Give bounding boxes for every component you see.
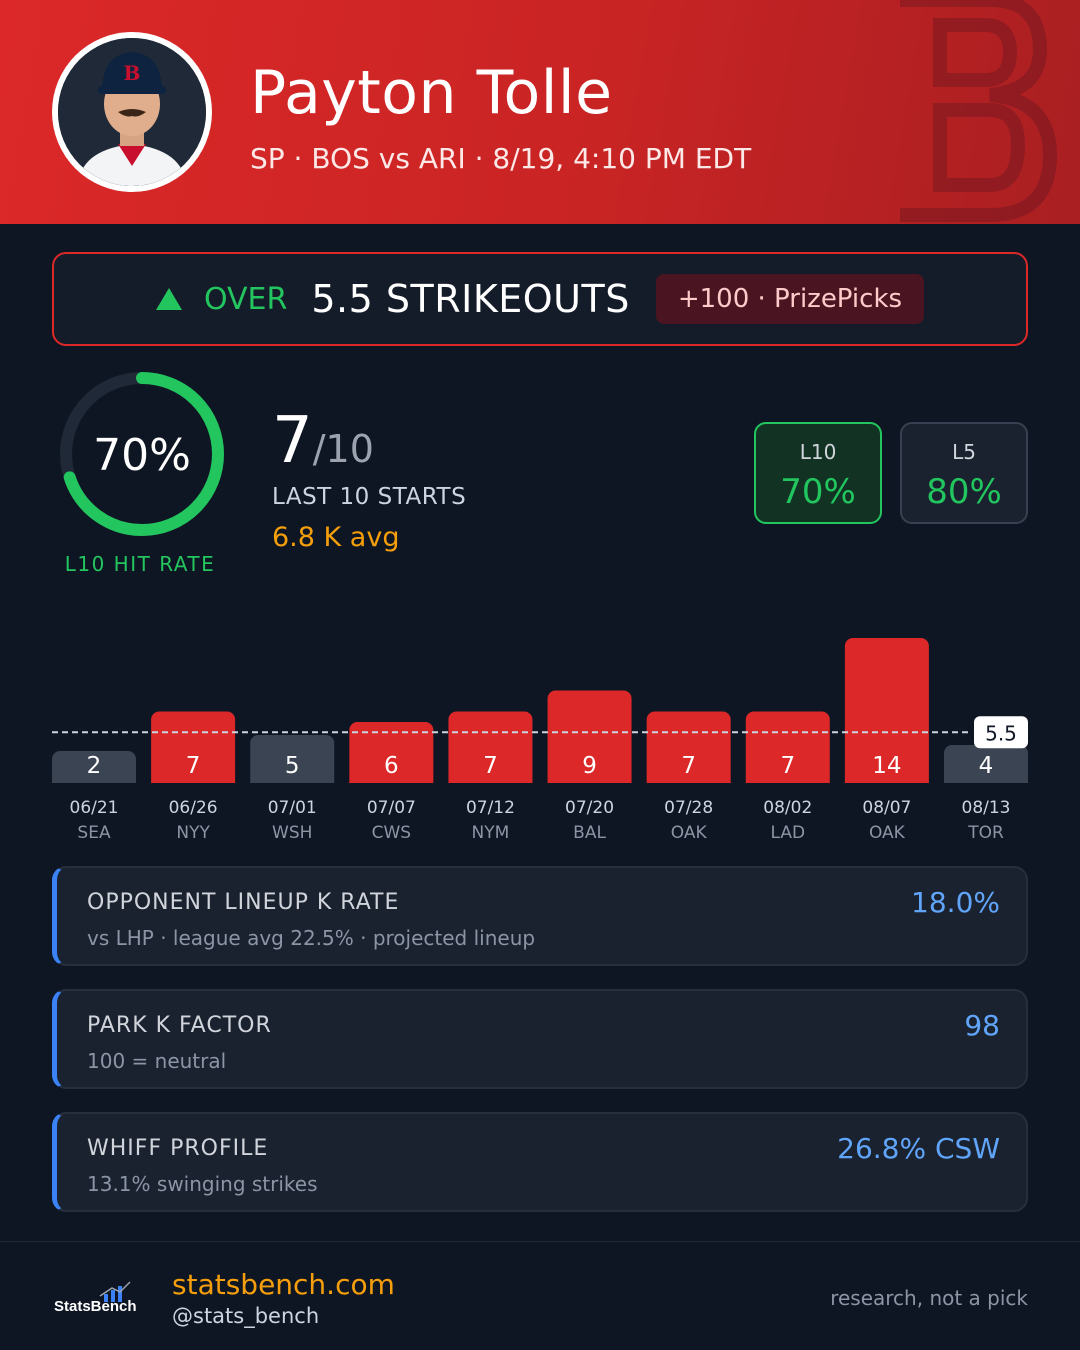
info-value: 26.8% CSW bbox=[837, 1132, 1000, 1165]
chart-bar-base-mask bbox=[745, 783, 830, 793]
window-label: LAST 10 STARTS bbox=[272, 484, 467, 510]
chart-opponent-label: NYM bbox=[472, 823, 510, 843]
chart-date-label: 07/07 bbox=[367, 798, 416, 818]
chart-value-label: 7 bbox=[780, 753, 795, 779]
chart-bar-base-mask bbox=[944, 783, 1028, 793]
chart-bar-base-mask bbox=[349, 783, 434, 793]
info-card-whiff-profile: WHIFF PROFILE 13.1% swinging strikes 26.… bbox=[52, 1112, 1028, 1212]
k-average: 6.8 K avg bbox=[272, 522, 400, 553]
social-handle[interactable]: @stats_bench bbox=[172, 1304, 320, 1328]
chart-value-label: 4 bbox=[979, 753, 994, 779]
site-link[interactable]: statsbench.com bbox=[172, 1268, 395, 1301]
chart-opponent-label: BAL bbox=[573, 823, 606, 843]
player-avatar: B bbox=[52, 32, 212, 192]
info-card-park-factor: PARK K FACTOR 100 = neutral 98 bbox=[52, 989, 1028, 1089]
svg-text:B: B bbox=[124, 61, 141, 85]
chart-bar-base-mask bbox=[646, 783, 731, 793]
prop-card: OVER 5.5 STRIKEOUTS +100 · PrizePicks bbox=[52, 252, 1028, 346]
chart-bar bbox=[646, 711, 731, 791]
footer-divider bbox=[0, 1241, 1080, 1242]
chart-bar bbox=[448, 711, 533, 791]
info-card-opponent-k-rate: OPPONENT LINEUP K RATE vs LHP · league a… bbox=[52, 866, 1028, 966]
strikeout-bar-chart: 2 06/21 SEA 7 06/26 NYY 5 07/01 WSH 6 07/07 CWS 7 07/… bbox=[52, 638, 1028, 843]
chart-bar-base-mask bbox=[151, 783, 236, 793]
hit-count: 7/10 bbox=[272, 404, 374, 478]
chart-date-label: 06/21 bbox=[70, 798, 119, 818]
prop-direction: OVER bbox=[203, 281, 288, 317]
chart-opponent-label: CWS bbox=[372, 823, 411, 843]
hit-rate-arc bbox=[60, 372, 224, 536]
chart-bar bbox=[250, 735, 335, 791]
chart-value-label: 6 bbox=[384, 753, 399, 779]
chart-date-label: 07/12 bbox=[466, 798, 515, 818]
player-name: Payton Tolle bbox=[250, 58, 613, 128]
info-subtitle: 100 = neutral bbox=[87, 1049, 227, 1073]
chart-bar bbox=[745, 711, 830, 791]
disclaimer: research, not a pick bbox=[830, 1286, 1028, 1310]
chart-date-label: 07/01 bbox=[268, 798, 317, 818]
info-title: OPPONENT LINEUP K RATE bbox=[87, 890, 400, 915]
chart-date-label: 07/20 bbox=[565, 798, 614, 818]
chart-value-label: 7 bbox=[186, 753, 201, 779]
chart-opponent-label: OAK bbox=[671, 823, 708, 843]
threshold-badge bbox=[974, 716, 1028, 749]
chart-value-label: 7 bbox=[681, 753, 696, 779]
game-meta: SP · BOS vs ARI · 8/19, 4:10 PM EDT bbox=[250, 142, 752, 175]
info-subtitle: vs LHP · league avg 22.5% · projected li… bbox=[87, 926, 536, 950]
chart-bar bbox=[52, 751, 136, 791]
split-label: L10 bbox=[799, 440, 837, 464]
info-subtitle: 13.1% swinging strikes bbox=[87, 1172, 318, 1196]
chart-opponent-label: SEA bbox=[77, 823, 111, 843]
info-title: WHIFF PROFILE bbox=[87, 1136, 269, 1161]
team-b-logo-icon bbox=[900, 0, 1058, 222]
logo-text: StatsBench bbox=[54, 1298, 137, 1315]
chart-value-label: 7 bbox=[483, 753, 498, 779]
hit-count-denominator: /10 bbox=[312, 427, 374, 471]
chart-value-label: 5 bbox=[285, 753, 300, 779]
player-headshot: B bbox=[58, 38, 206, 186]
statsbench-logo-icon: StatsBench bbox=[54, 1281, 137, 1315]
chart-bar-base-mask bbox=[250, 783, 335, 793]
chart-bar-base-mask bbox=[448, 783, 533, 793]
info-title: PARK K FACTOR bbox=[87, 1013, 272, 1038]
prop-line: 5.5 STRIKEOUTS bbox=[311, 277, 630, 321]
chart-bar-base-mask bbox=[844, 783, 929, 793]
chart-opponent-label: OAK bbox=[869, 823, 906, 843]
up-triangle-icon bbox=[155, 288, 182, 310]
chart-bar bbox=[151, 711, 236, 791]
header-banner: B Payton Tolle SP · BOS vs ARI · 8/19, 4… bbox=[0, 0, 1080, 224]
chart-date-label: 06/26 bbox=[169, 798, 218, 818]
threshold-label: 5.5 bbox=[985, 721, 1017, 745]
chart-opponent-label: NYY bbox=[176, 823, 210, 843]
hit-rate-label: L10 HIT RATE bbox=[64, 552, 216, 576]
chart-opponent-label: WSH bbox=[272, 823, 312, 843]
chart-value-label: 9 bbox=[582, 753, 597, 779]
chart-value-label: 14 bbox=[872, 753, 901, 779]
odds-badge: +100 · PrizePicks bbox=[655, 274, 925, 324]
hit-count-value: 7 bbox=[272, 404, 313, 478]
split-label: L5 bbox=[952, 440, 976, 464]
chart-bar-base-mask bbox=[547, 783, 632, 793]
info-value: 18.0% bbox=[911, 886, 1000, 919]
split-value: 70% bbox=[780, 472, 856, 512]
split-l5[interactable]: L5 80% bbox=[900, 422, 1028, 524]
chart-date-label: 08/07 bbox=[862, 798, 911, 818]
chart-bar bbox=[349, 722, 434, 791]
chart-opponent-label: LAD bbox=[770, 823, 805, 843]
chart-value-label: 2 bbox=[87, 753, 102, 779]
chart-bar bbox=[547, 690, 632, 791]
chart-bar-base-mask bbox=[52, 783, 136, 793]
chart-date-label: 08/02 bbox=[763, 798, 812, 818]
chart-bar bbox=[944, 745, 1028, 791]
info-value: 98 bbox=[964, 1009, 1000, 1042]
split-value: 80% bbox=[926, 472, 1002, 512]
split-l10[interactable]: L10 70% bbox=[754, 422, 882, 524]
chart-date-label: 08/13 bbox=[962, 798, 1011, 818]
hit-rate-ring bbox=[60, 372, 224, 536]
chart-date-label: 07/28 bbox=[664, 798, 713, 818]
chart-bar bbox=[844, 638, 929, 791]
hit-rate-percent: 70% bbox=[93, 430, 191, 481]
chart-opponent-label: TOR bbox=[967, 823, 1004, 843]
